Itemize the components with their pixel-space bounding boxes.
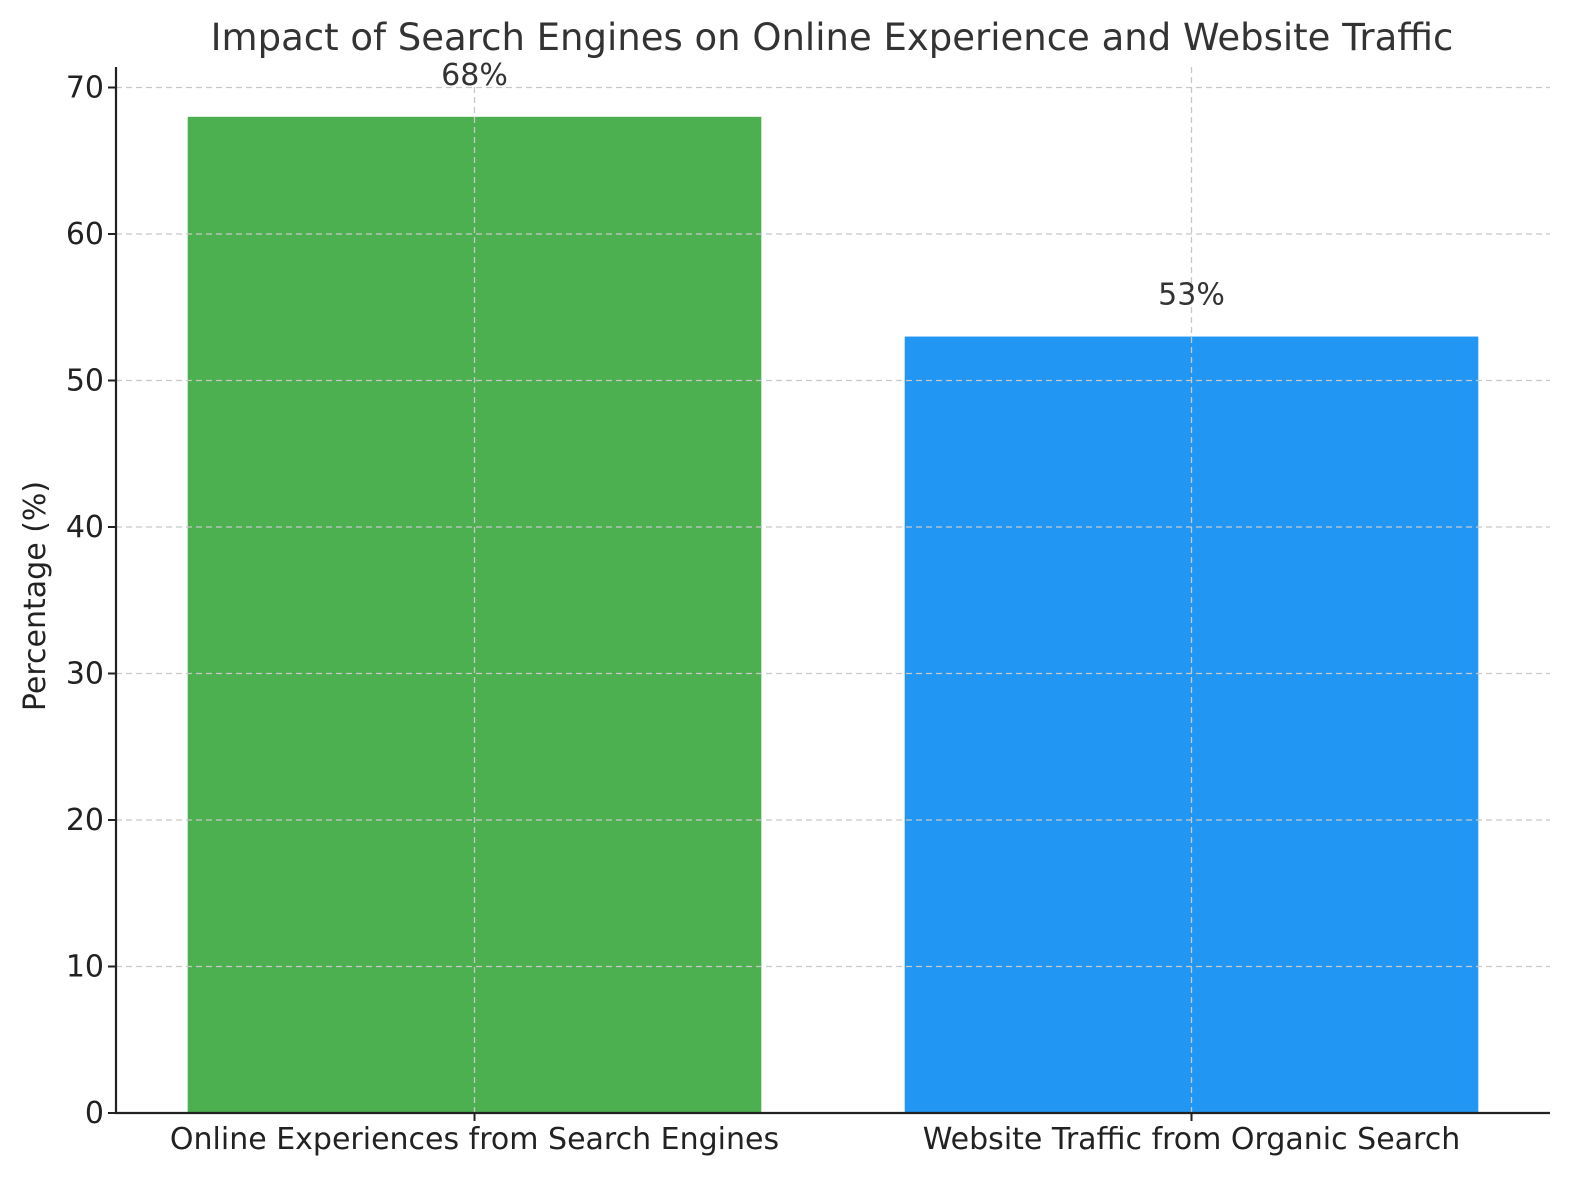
x-tick-label-0: Online Experiences from Search Engines [170, 1122, 779, 1157]
y-tick-label-20: 20 [66, 803, 104, 838]
data-labels: 68% 53% [441, 58, 1225, 313]
y-tick-label-70: 70 [66, 71, 104, 106]
y-tick-label-0: 0 [85, 1096, 104, 1131]
y-tick-label-60: 60 [66, 217, 104, 252]
y-tick-label-30: 30 [66, 657, 104, 692]
y-tick-label-50: 50 [66, 364, 104, 399]
bar-1 [904, 336, 1479, 1113]
axes [114, 67, 1550, 1115]
tick-labels: 0 10 20 30 40 50 60 70 Online Experiences from S… [66, 71, 1460, 1157]
y-tick-label-40: 40 [66, 510, 104, 545]
y-tick-label-10: 10 [66, 950, 104, 985]
bars [187, 116, 1479, 1114]
data-label-0: 68% [441, 58, 508, 93]
data-label-1: 53% [1158, 278, 1225, 313]
grid-lines [116, 67, 1550, 1113]
chart-title: Impact of Search Engines on Online Exper… [211, 16, 1454, 59]
x-tick-label-1: Website Traffic from Organic Search [923, 1122, 1460, 1157]
bar-0 [187, 116, 762, 1114]
y-axis-label: Percentage (%) [18, 481, 53, 711]
